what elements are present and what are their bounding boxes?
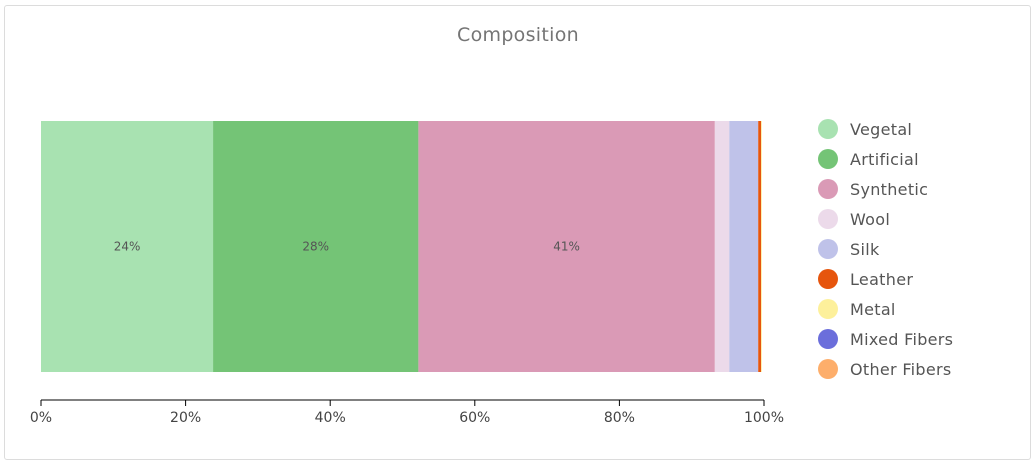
legend-swatch bbox=[818, 179, 838, 199]
bar-segment-wool[interactable] bbox=[714, 121, 730, 372]
legend-swatch bbox=[818, 269, 838, 289]
data-label-artificial: 28% bbox=[302, 240, 329, 254]
legend-label: Synthetic bbox=[850, 179, 929, 199]
bar-segments: 24% 28% 41% bbox=[41, 121, 762, 372]
bar-segment-artificial[interactable] bbox=[213, 121, 419, 372]
legend: Vegetal Artificial Synthetic Wool Silk Leathe… bbox=[818, 114, 953, 384]
chart-title: Composition bbox=[457, 24, 579, 46]
bar-segment-metal[interactable] bbox=[761, 121, 762, 372]
legend-swatch bbox=[818, 119, 838, 139]
legend-swatch bbox=[818, 149, 838, 169]
legend-label: Metal bbox=[850, 299, 896, 319]
bar-segment-leather[interactable] bbox=[758, 121, 762, 372]
legend-swatch bbox=[818, 209, 838, 229]
x-tick-label: 40% bbox=[315, 410, 346, 426]
legend-item-artificial[interactable]: Artificial bbox=[818, 144, 953, 174]
x-tick-label: 100% bbox=[744, 410, 784, 426]
legend-label: Silk bbox=[850, 239, 880, 259]
legend-swatch bbox=[818, 329, 838, 349]
legend-item-vegetal[interactable]: Vegetal bbox=[818, 114, 953, 144]
legend-item-silk[interactable]: Silk bbox=[818, 234, 953, 264]
bar-segment-synthetic[interactable] bbox=[418, 121, 715, 372]
legend-swatch bbox=[818, 239, 838, 259]
legend-item-wool[interactable]: Wool bbox=[818, 204, 953, 234]
legend-label: Artificial bbox=[850, 149, 919, 169]
legend-item-mixed-fibers[interactable]: Mixed Fibers bbox=[818, 324, 953, 354]
legend-item-synthetic[interactable]: Synthetic bbox=[818, 174, 953, 204]
legend-label: Vegetal bbox=[850, 119, 913, 139]
x-tick-label: 20% bbox=[170, 410, 201, 426]
x-tick-label: 80% bbox=[604, 410, 635, 426]
bar-segment-silk[interactable] bbox=[729, 121, 759, 372]
legend-label: Mixed Fibers bbox=[850, 329, 954, 349]
data-label-vegetal: 24% bbox=[114, 240, 141, 254]
legend-label: Other Fibers bbox=[850, 359, 952, 379]
legend-label: Leather bbox=[850, 269, 914, 289]
x-tick-label: 60% bbox=[459, 410, 490, 426]
legend-swatch bbox=[818, 359, 838, 379]
x-axis-ticks: 0% 20% 40% 60% 80% 100% bbox=[30, 400, 784, 426]
legend-swatch bbox=[818, 299, 838, 319]
legend-item-leather[interactable]: Leather bbox=[818, 264, 953, 294]
legend-item-metal[interactable]: Metal bbox=[818, 294, 953, 324]
data-label-synthetic: 41% bbox=[553, 240, 580, 254]
legend-item-other-fibers[interactable]: Other Fibers bbox=[818, 354, 953, 384]
legend-label: Wool bbox=[850, 209, 891, 229]
bar-segment-vegetal[interactable] bbox=[41, 121, 214, 372]
x-tick-label: 0% bbox=[30, 410, 52, 426]
